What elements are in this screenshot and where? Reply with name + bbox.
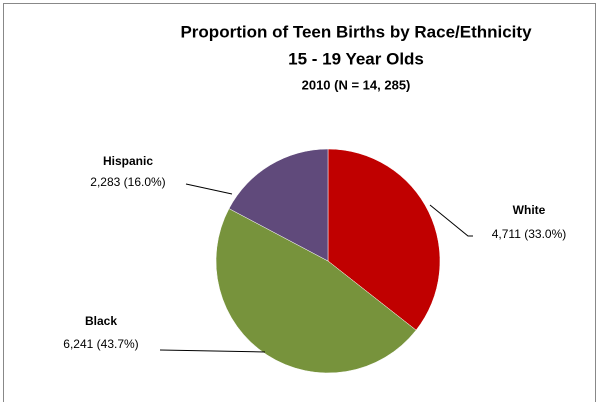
chart-title: Proportion of Teen Births by Race/Ethnic… (180, 22, 532, 41)
pie-slice (215, 208, 417, 374)
slice-value-label: 2,283 (16.0%) (90, 175, 165, 189)
slice-name: White (513, 203, 546, 217)
leader-line (185, 183, 233, 195)
pie (215, 148, 441, 374)
slice-value-label: 4,711 (33.0%) (492, 227, 567, 241)
slice-name: Black (85, 314, 117, 328)
slice-value-label: 6,241 (43.7%) (63, 337, 138, 351)
pie-slice (327, 148, 441, 331)
pie-slice (228, 148, 329, 262)
leader-line (159, 349, 266, 353)
chart-caption: 2010 (N = 14, 285) (302, 77, 411, 92)
chart-subtitle: 15 - 19 Year Olds (288, 49, 424, 68)
slice-name: Hispanic (103, 154, 153, 168)
leader-line (429, 204, 473, 237)
chart-border (3, 3, 596, 402)
